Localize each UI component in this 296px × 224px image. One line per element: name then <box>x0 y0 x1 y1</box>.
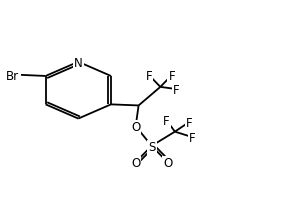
Text: F: F <box>169 70 175 83</box>
Text: N: N <box>74 57 83 70</box>
Text: S: S <box>148 141 155 154</box>
Text: Br: Br <box>6 70 20 83</box>
Text: F: F <box>145 70 152 83</box>
Text: F: F <box>173 84 180 97</box>
Text: F: F <box>163 115 170 128</box>
Text: O: O <box>163 157 172 170</box>
Text: O: O <box>131 157 140 170</box>
Text: F: F <box>186 117 193 130</box>
Text: O: O <box>131 121 140 134</box>
Text: F: F <box>189 132 196 145</box>
